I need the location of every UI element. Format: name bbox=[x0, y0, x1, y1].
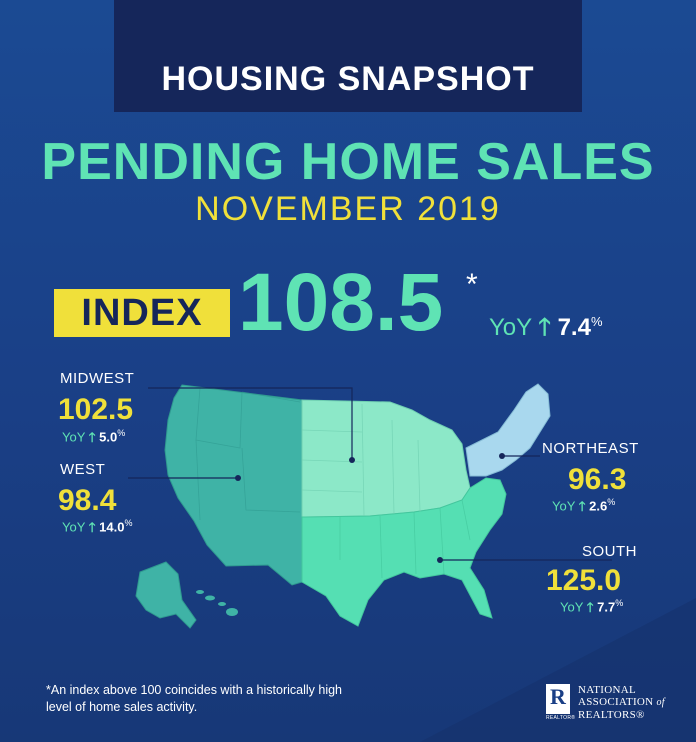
midwest-yoy: YoY 🡑 5.0% bbox=[62, 428, 125, 450]
west-yoy-unit: % bbox=[124, 518, 133, 528]
index-asterisk: * bbox=[466, 268, 478, 301]
midwest-name: MIDWEST bbox=[60, 370, 135, 387]
map-hawaii bbox=[196, 590, 238, 616]
index-yoy-value: 7.4 bbox=[557, 314, 591, 341]
index-yoy: YoY 🡑 7.4% bbox=[489, 310, 603, 351]
map-region-south bbox=[301, 477, 507, 627]
index-badge: INDEX bbox=[54, 289, 230, 337]
west-yoy: YoY 🡑 14.0% bbox=[62, 518, 133, 540]
state-lines-west bbox=[195, 387, 301, 521]
index-label: INDEX bbox=[81, 291, 203, 334]
page-title: HOUSING SNAPSHOT bbox=[161, 60, 535, 98]
realtor-mark-sub: REALTOR® bbox=[546, 715, 576, 721]
west-yoy-label: YoY bbox=[62, 519, 86, 535]
nar-line1: NATIONAL bbox=[578, 684, 637, 696]
nar-name: NATIONAL ASSOCIATION of REALTORS® bbox=[578, 684, 688, 721]
west-name: WEST bbox=[60, 461, 106, 478]
northeast-yoy-label: YoY bbox=[552, 498, 576, 514]
arrow-up-icon: 🡑 bbox=[88, 429, 96, 445]
south-value: 125.0 bbox=[546, 564, 622, 597]
midwest-value: 102.5 bbox=[58, 393, 134, 426]
northeast-name: NORTHEAST bbox=[542, 440, 639, 457]
title-banner bbox=[114, 0, 582, 112]
headline: PENDING HOME SALES bbox=[41, 133, 655, 191]
index-yoy-label: YoY bbox=[489, 314, 532, 341]
south-yoy-value: 7.7 bbox=[597, 599, 616, 615]
subhead-date: NOVEMBER 2019 bbox=[195, 190, 501, 228]
leader-lines bbox=[128, 387, 612, 561]
index-yoy-unit: % bbox=[590, 314, 603, 329]
midwest-yoy-unit: % bbox=[117, 428, 126, 438]
south-yoy-unit: % bbox=[615, 598, 624, 608]
west-yoy-value: 14.0 bbox=[99, 519, 125, 535]
northeast-yoy-value: 2.6 bbox=[589, 498, 608, 514]
nar-line2: ASSOCIATION of bbox=[578, 696, 665, 708]
footnote: *An index above 100 coincides with a his… bbox=[46, 683, 343, 714]
map-region-west bbox=[164, 384, 303, 586]
state-lines-south bbox=[339, 499, 471, 579]
realtor-r-icon: R bbox=[546, 684, 570, 714]
map-region-northeast bbox=[465, 383, 551, 477]
index-value: 108.5 bbox=[238, 257, 444, 348]
arrow-up-icon: 🡑 bbox=[586, 599, 594, 615]
south-yoy: YoY 🡑 7.7% bbox=[560, 598, 623, 620]
midwest-yoy-value: 5.0 bbox=[99, 429, 118, 445]
map-alaska bbox=[135, 561, 197, 629]
arrow-up-icon: 🡑 bbox=[538, 314, 551, 341]
arrow-up-icon: 🡑 bbox=[578, 498, 586, 514]
leader-dots bbox=[235, 453, 505, 563]
south-yoy-label: YoY bbox=[560, 599, 584, 615]
arrow-up-icon: 🡑 bbox=[88, 519, 96, 535]
nar-line3: REALTORS® bbox=[578, 709, 645, 721]
map-region-midwest bbox=[301, 399, 471, 518]
northeast-yoy-unit: % bbox=[607, 497, 616, 507]
northeast-yoy: YoY 🡑 2.6% bbox=[552, 497, 615, 519]
midwest-yoy-label: YoY bbox=[62, 429, 86, 445]
northeast-value: 96.3 bbox=[568, 463, 627, 496]
west-value: 98.4 bbox=[58, 484, 117, 517]
south-name: SOUTH bbox=[582, 543, 637, 560]
